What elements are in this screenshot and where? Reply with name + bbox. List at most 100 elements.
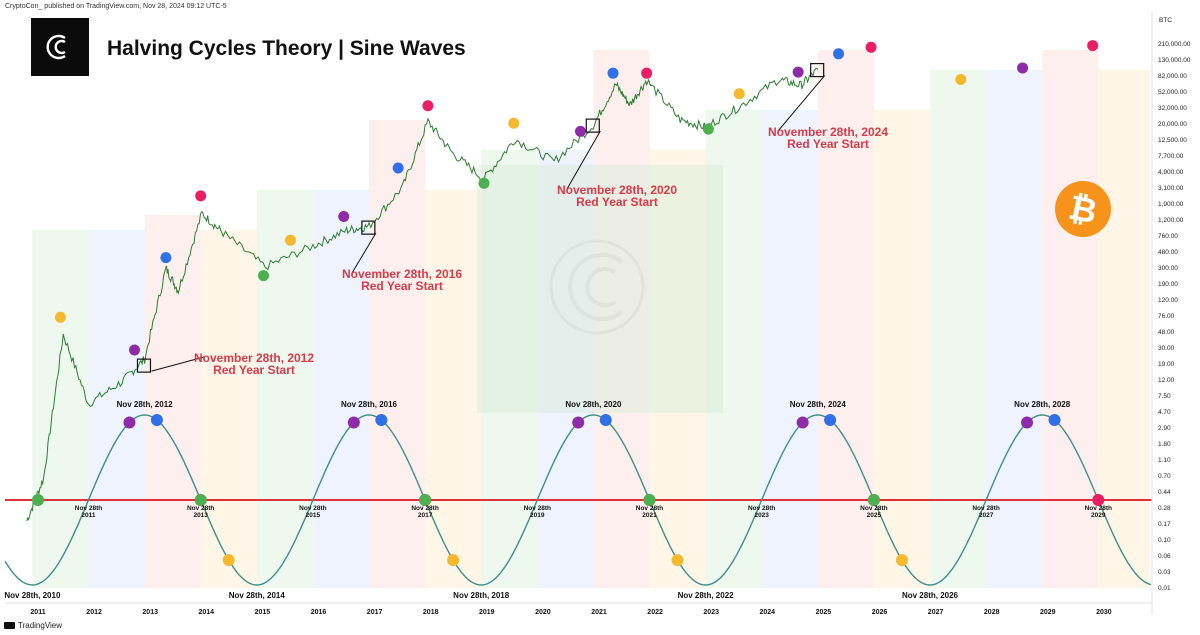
- peak-label: Nov 28th, 2020: [565, 400, 622, 409]
- sine-dot-green: [867, 494, 880, 506]
- tradingview-icon: [4, 622, 15, 629]
- year-tick: 2019: [479, 609, 495, 616]
- sine-dot-green: [643, 494, 656, 506]
- phase-band-yellow: [649, 150, 706, 588]
- price-dot-green: [702, 123, 714, 135]
- crossing-label-year: 2013: [193, 512, 208, 519]
- trough-label: Nov 28th, 2022: [678, 591, 735, 600]
- price-dot-red: [195, 190, 207, 202]
- phase-band-green: [481, 150, 538, 588]
- crossing-label-year: 2019: [530, 512, 545, 519]
- year-tick: 2023: [703, 609, 719, 616]
- price-dot-purple: [574, 125, 586, 137]
- price-tick: 0.01: [1158, 585, 1171, 592]
- trough-label: Nov 28th, 2018: [453, 591, 510, 600]
- price-dot-blue: [833, 48, 845, 60]
- red-year-box: [810, 62, 825, 78]
- price-dot-blue: [607, 67, 619, 79]
- price-tick: 190.00: [1158, 281, 1178, 288]
- crossing-label: Nov 28th: [75, 505, 102, 512]
- year-tick: 2026: [872, 609, 888, 616]
- price-dot-red: [1087, 40, 1099, 52]
- phase-band-blue: [537, 150, 594, 588]
- peak-label: Nov 28th, 2012: [117, 400, 174, 409]
- price-dot-red: [641, 67, 653, 79]
- price-tick: 76.00: [1158, 313, 1175, 320]
- year-tick: 2014: [199, 609, 215, 616]
- phase-band-yellow: [425, 190, 482, 588]
- price-tick: 7,700.00: [1158, 153, 1184, 160]
- crossing-label: Nov 28th: [860, 505, 887, 512]
- price-tick: 300.00: [1158, 265, 1178, 272]
- price-tick: 2.90: [1158, 425, 1171, 432]
- red-year-box: [136, 358, 152, 373]
- price-tick: 20,000.00: [1158, 121, 1187, 128]
- tradingview-footer: TradingView: [4, 621, 62, 630]
- crossing-label-year: 2023: [754, 512, 769, 519]
- price-tick: 12.00: [1158, 377, 1175, 384]
- price-tick: 760.00: [1158, 233, 1178, 240]
- annotation-line2: Red Year Start: [576, 195, 658, 209]
- year-tick: 2018: [423, 609, 439, 616]
- phase-band-red: [368, 120, 426, 588]
- year-tick: 2011: [30, 609, 45, 616]
- sine-dot-purple: [347, 416, 360, 429]
- crossing-label-year: 2017: [418, 512, 433, 519]
- sine-dot-green: [194, 494, 207, 506]
- price-tick: 480.00: [1158, 249, 1178, 256]
- crossing-label-year: 2021: [642, 512, 657, 519]
- year-tick: 2024: [760, 609, 776, 616]
- price-axis: 210,000.00 130,000.00 82,000.00 52,000.00 32…: [1151, 12, 1191, 615]
- price-tick: 1,900.00: [1158, 201, 1184, 208]
- sine-dot-blue: [375, 414, 388, 427]
- crossing-label: Nov 28th: [299, 505, 326, 512]
- price-tick: 0.17: [1158, 521, 1171, 528]
- year-tick: 2022: [647, 609, 663, 616]
- price-tick: 130,000.00: [1158, 57, 1191, 64]
- price-dot-red: [865, 41, 877, 53]
- crossing-label: Nov 28th: [636, 505, 663, 512]
- sine-dot-green: [419, 494, 432, 506]
- price-tick: 210,000.00: [1158, 41, 1191, 48]
- phase-band-yellow: [200, 230, 257, 588]
- year-tick: 2028: [984, 609, 1000, 616]
- price-dot-red: [422, 100, 434, 112]
- phase-band-red: [817, 50, 874, 588]
- trough-label: Nov 28th, 2026: [902, 591, 959, 600]
- crossing-label-year: 2015: [306, 512, 321, 519]
- price-dot-yellow: [733, 88, 745, 100]
- crossing-label-year: 2027: [979, 512, 994, 519]
- trough-label: Nov 28th, 2014: [229, 591, 286, 600]
- tradingview-label: TradingView: [18, 621, 63, 630]
- sine-dot-yellow: [222, 554, 235, 567]
- price-dot-blue: [392, 162, 404, 174]
- price-tick: 0.70: [1158, 473, 1171, 480]
- red-year-box: [361, 220, 376, 235]
- red-year-box: [585, 118, 600, 133]
- price-dot-blue: [160, 252, 172, 264]
- year-tick: 2021: [591, 609, 607, 616]
- price-tick: 12,500.00: [1158, 137, 1187, 144]
- crossing-label: Nov 28th: [1085, 505, 1112, 512]
- year-tick: 2025: [816, 609, 832, 616]
- price-dot-yellow: [284, 234, 296, 246]
- trough-label: Nov 28th, 2010: [4, 591, 61, 600]
- annotation-line1: November 28th, 2020: [557, 183, 677, 197]
- phase-band-yellow: [1098, 70, 1150, 588]
- phase-band-red: [593, 50, 650, 588]
- sine-labels: Nov 28th, 2012 Nov 28th, 2016 Nov 28th, 20…: [4, 400, 1112, 600]
- peak-label: Nov 28th, 2024: [790, 400, 847, 409]
- phase-band-green: [929, 70, 987, 588]
- year-tick: 2012: [86, 609, 102, 616]
- price-tick: 0.28: [1158, 505, 1171, 512]
- price-tick: 0.10: [1158, 537, 1171, 544]
- sine-dot-red: [1092, 494, 1105, 506]
- peak-label: Nov 28th, 2016: [341, 400, 398, 409]
- cycle-dots: [32, 40, 1105, 567]
- phase-bands: [32, 50, 1150, 588]
- price-tick: 32,000.00: [1158, 105, 1187, 112]
- year-tick: 2020: [535, 609, 551, 616]
- btc-price-series: [26, 67, 819, 522]
